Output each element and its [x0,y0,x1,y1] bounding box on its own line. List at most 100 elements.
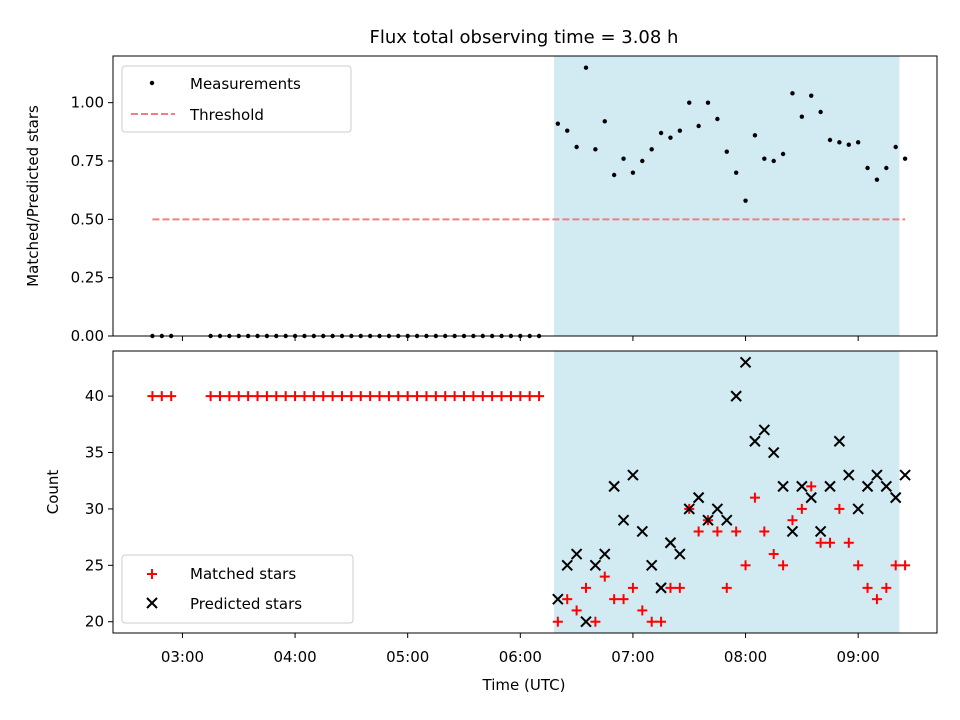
top-legend: Measurements Threshold [121,65,352,133]
top-panel: Flux total observing time = 3.08 h 0.000… [24,27,938,345]
matched-star-point [458,391,469,402]
matched-star-point [233,391,244,402]
measurement-point [762,156,767,161]
predicted-star-point [889,491,902,504]
matched-star-point [440,391,451,402]
matched-star-point [759,526,770,537]
matched-star-point [627,582,638,593]
y-tick-label: 0.75 [71,152,104,170]
predicted-star-point [758,424,771,436]
matched-star-point [693,526,704,537]
y-tick-label: 30 [85,500,104,518]
top-x-axis-ticks [181,336,859,341]
measurement-point [602,119,607,124]
matched-star-point [731,526,742,537]
matched-star-point [534,391,545,402]
matched-star-point [900,560,911,571]
predicted-star-point [824,480,836,493]
predicted-star-point [730,390,742,402]
predicted-star-point [843,469,855,481]
measurement-point [780,151,786,157]
measurement-point [687,100,692,105]
measurement-point [630,170,636,175]
measurement-point [733,170,739,175]
measurement-point [893,144,898,150]
top-y-axis-label: Matched/Predicted stars [24,105,42,287]
matched-star-point [674,582,685,593]
measurement-point [574,144,579,150]
x-tick-label: 08:00 [724,648,767,666]
matched-star-point [290,391,301,402]
bottom-legend: Matched stars Predicted stars [121,554,354,624]
legend-matched-marker [147,569,157,579]
matched-star-point [721,582,732,593]
legend-predicted-marker [146,597,158,609]
predicted-star-point [880,480,893,493]
matched-star-point [156,391,167,402]
predicted-star-point [777,480,789,493]
predicted-star-point [608,480,620,493]
x-tick-label: 05:00 [386,648,429,666]
top-axes-frame [112,55,938,337]
matched-star-point [825,537,836,548]
measurement-point [621,156,626,161]
matched-star-point [252,391,263,402]
matched-star-point [890,560,901,571]
predicted-star-point [561,559,573,572]
top-shaded-region [554,56,900,336]
matched-star-point [205,391,216,402]
measurement-point [658,130,664,136]
measurement-point [649,147,654,152]
matched-star-point [402,391,413,402]
predicted-star-point [655,582,667,594]
x-axis-label: Time (UTC) [482,676,566,694]
matched-star-point [599,571,610,582]
matched-star-point [768,549,779,560]
measurement-point [771,158,776,164]
matched-star-point [524,391,535,402]
y-tick-label: 25 [85,556,104,574]
predicted-star-point [580,616,592,628]
measurement-point [818,109,823,115]
measurement-point [593,147,598,152]
x-tick-label: 09:00 [837,648,880,666]
matched-star-point [374,391,385,402]
predicted-star-point [833,435,846,447]
y-tick-label: 20 [85,613,104,631]
predicted-star-point [749,435,761,447]
y-tick-label: 0.25 [71,269,104,287]
predicted-star-point [871,469,883,481]
measurement-point [611,172,617,178]
measurement-point [668,135,673,140]
matched-star-point [749,492,760,503]
matched-star-point [166,391,177,402]
measurement-point [705,100,711,105]
matched-star-point [590,616,601,627]
matched-star-point [336,391,347,402]
measurement-point [799,114,805,119]
measurement-point [583,65,589,70]
matched-star-point [834,503,845,514]
top-y-axis-ticks: 0.00 0.25 0.50 0.75 1.00 [71,94,113,345]
bottom-y-axis-ticks: 20 25 30 35 40 [85,387,113,631]
matched-star-point [214,391,225,402]
measurement-point [555,121,561,126]
matched-star-point [862,582,873,593]
predicted-star-point [599,548,611,560]
y-tick-label: 0.50 [71,210,104,228]
x-tick-label: 06:00 [499,648,542,666]
matched-star-point [806,481,817,492]
matched-star-point [515,391,526,402]
predicted-star-point [692,491,705,504]
matched-star-point [365,391,376,402]
bottom-x-axis-ticks: 03:00 04:00 05:00 06:00 07:00 08:00 09:00 [161,633,880,666]
matched-star-point [393,391,404,402]
predicted-star-point [767,446,780,459]
predicted-star-point [552,593,564,605]
bottom-y-axis-label: Count [44,470,62,515]
measurement-point [827,137,833,143]
measurement-point [837,140,842,145]
matched-star-point [787,515,798,526]
predicted-star-point [570,548,583,560]
measurement-point [724,149,729,154]
